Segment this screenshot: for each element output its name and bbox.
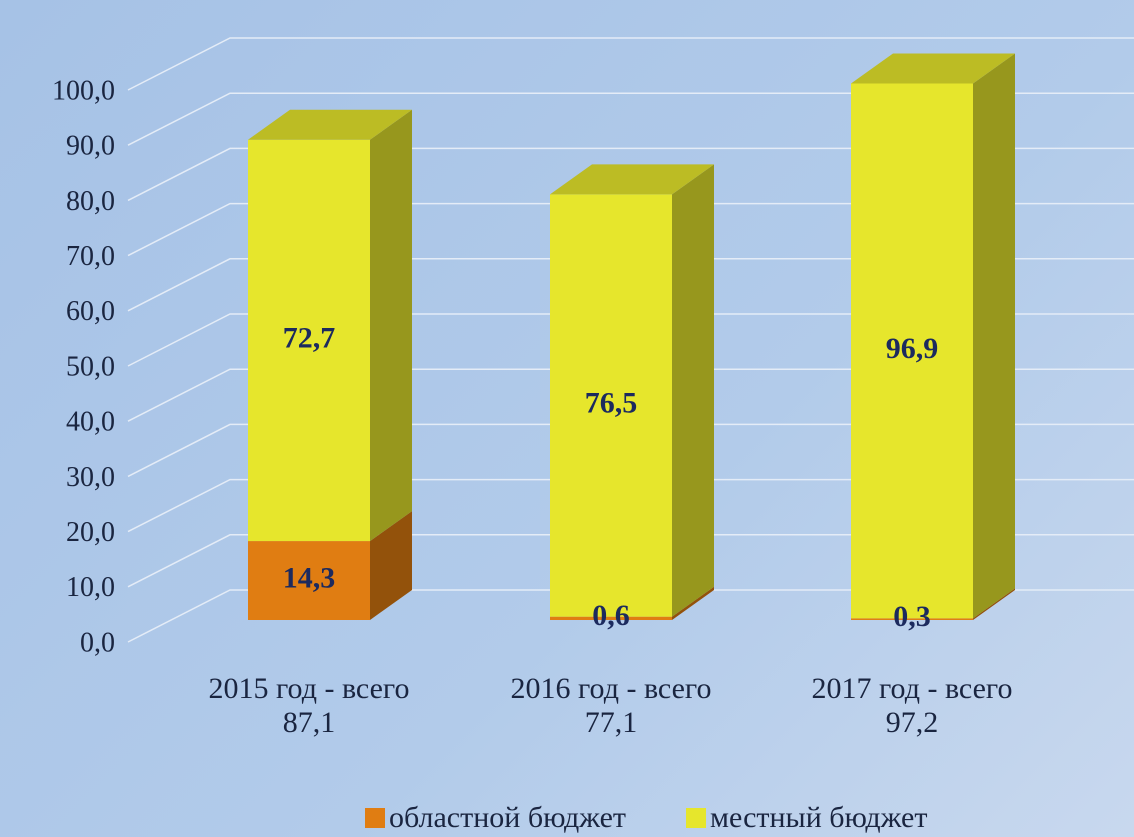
legend-swatch bbox=[365, 808, 385, 828]
y-tick-label: 100,0 bbox=[52, 75, 115, 106]
x-tick-label: 2016 год - всего 77,1 bbox=[471, 672, 751, 740]
value-label: 14,3 bbox=[283, 561, 336, 594]
legend-swatch bbox=[686, 808, 706, 828]
y-tick-label: 90,0 bbox=[66, 131, 115, 162]
chart-area: 0,0 10,0 20,0 30,0 40,0 50,0 60,0 70,0 80,0 90,0 1… bbox=[0, 0, 1134, 837]
bar-side bbox=[973, 53, 1015, 618]
legend-label: местный бюджет bbox=[710, 801, 927, 834]
y-tick-label: 80,0 bbox=[66, 186, 115, 217]
y-tick-label: 40,0 bbox=[66, 407, 115, 438]
y-tick-label: 30,0 bbox=[66, 462, 115, 493]
legend-label: областной бюджет bbox=[389, 801, 626, 834]
bar-side bbox=[370, 110, 412, 541]
value-label: 72,7 bbox=[283, 321, 336, 354]
y-tick-label: 20,0 bbox=[66, 517, 115, 548]
x-tick-label: 2015 год - всего 87,1 bbox=[169, 672, 449, 740]
value-label: 76,5 bbox=[585, 386, 638, 419]
y-tick-label: 10,0 bbox=[66, 572, 115, 603]
y-tick-label: 0,0 bbox=[80, 627, 115, 658]
bar-side bbox=[672, 164, 714, 616]
y-tick-label: 50,0 bbox=[66, 351, 115, 382]
y-tick-label: 70,0 bbox=[66, 241, 115, 272]
value-label: 96,9 bbox=[886, 332, 939, 365]
value-label: 0,6 bbox=[592, 599, 630, 632]
x-tick-label: 2017 год - всего 97,2 bbox=[772, 672, 1052, 740]
value-label: 0,3 bbox=[893, 600, 931, 633]
y-tick-label: 60,0 bbox=[66, 296, 115, 327]
